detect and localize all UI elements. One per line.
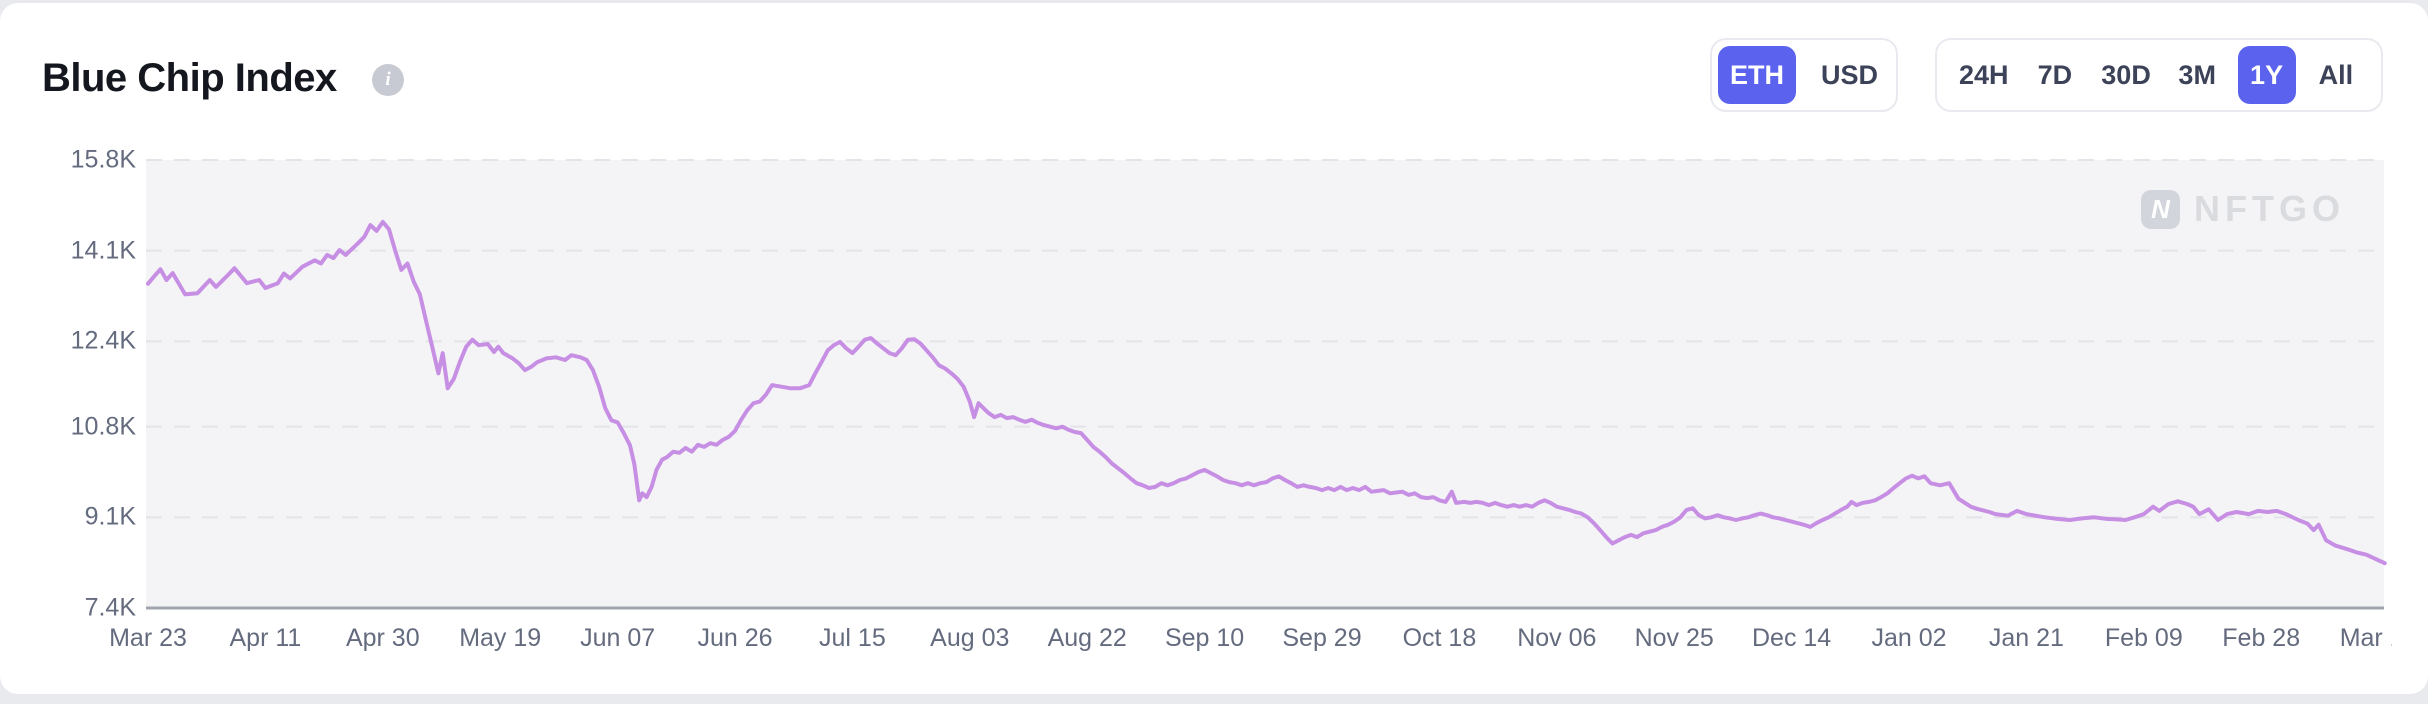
y-tick-label: 14.1K xyxy=(70,236,136,265)
x-tick-label: Sep 29 xyxy=(1282,624,1362,652)
x-tick-label: Nov 06 xyxy=(1517,624,1597,652)
y-tick-label: 10.8K xyxy=(70,412,136,441)
x-tick-label: Jan 21 xyxy=(1988,624,2064,652)
x-tick-label: Jan 02 xyxy=(1871,624,1947,652)
range-toggle-group: 24H 7D 30D 3M 1Y All xyxy=(1935,38,2383,112)
range-option-7d[interactable]: 7D xyxy=(2026,46,2084,104)
plot-background xyxy=(146,160,2384,608)
y-tick-label: 7.4K xyxy=(84,593,136,622)
x-tick-label: Nov 25 xyxy=(1634,624,1714,652)
currency-toggle-group: ETH USD xyxy=(1710,38,1898,112)
x-tick-label: Aug 22 xyxy=(1047,624,1127,652)
x-tick-label: Jul 15 xyxy=(819,624,886,652)
price-line xyxy=(146,219,2387,566)
x-axis-labels: Mar 23 Apr 11 Apr 30 May 19 Jun 07 Jun 26 Jul … xyxy=(0,622,2392,658)
range-option-30d[interactable]: 30D xyxy=(2095,46,2157,104)
range-option-all[interactable]: All xyxy=(2307,46,2365,104)
x-tick-label: Feb 09 xyxy=(2104,624,2183,652)
y-tick-label: 12.4K xyxy=(70,326,136,355)
x-tick-label: Jun 07 xyxy=(580,624,656,652)
x-tick-label: May 19 xyxy=(459,624,542,652)
x-tick-label: Mar 19 xyxy=(2339,624,2392,652)
info-icon[interactable]: i xyxy=(372,64,404,96)
x-tick-label: Apr 11 xyxy=(229,624,302,652)
page-title: Blue Chip Index xyxy=(42,56,337,100)
x-tick-label: Jun 26 xyxy=(697,624,773,652)
info-icon-glyph: i xyxy=(385,69,391,90)
y-tick-label: 9.1K xyxy=(84,502,136,531)
range-option-24h[interactable]: 24H xyxy=(1953,46,2015,104)
currency-option-usd[interactable]: USD xyxy=(1809,46,1890,104)
x-tick-label: Oct 18 xyxy=(1402,624,1477,652)
currency-option-eth[interactable]: ETH xyxy=(1718,46,1796,104)
x-tick-label: Mar 23 xyxy=(109,624,187,652)
x-tick-label: Apr 30 xyxy=(345,624,420,652)
x-tick-label: Dec 14 xyxy=(1752,624,1832,652)
y-tick-label: 15.8K xyxy=(70,145,136,174)
x-tick-label: Sep 10 xyxy=(1164,624,1245,652)
range-option-3m[interactable]: 3M xyxy=(2168,46,2226,104)
x-tick-label: Aug 03 xyxy=(930,624,1010,652)
range-option-1y[interactable]: 1Y xyxy=(2237,46,2296,104)
x-tick-label: Feb 28 xyxy=(2222,624,2301,652)
